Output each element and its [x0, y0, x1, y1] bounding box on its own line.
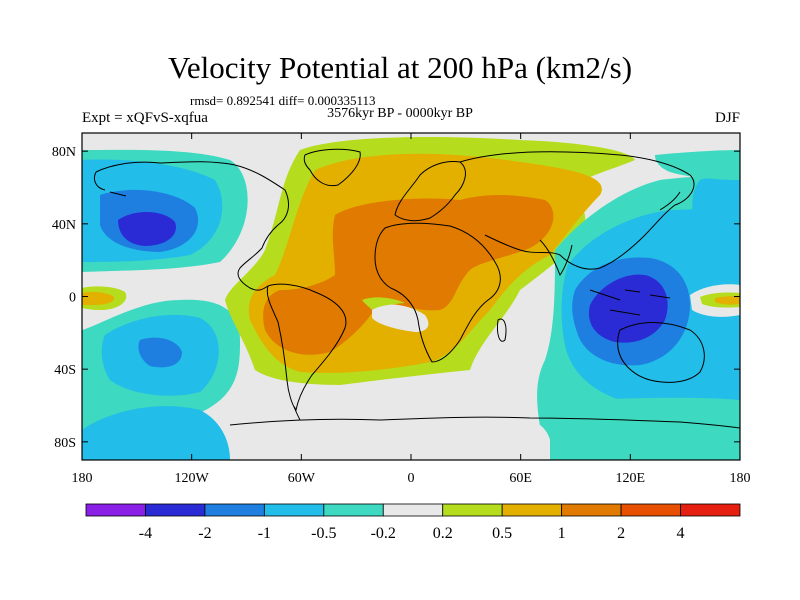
coast-asia: [459, 151, 695, 270]
experiment-label: Expt = xQFvS-xqfua: [82, 110, 208, 126]
longitude-axis: 180 120W 60W 0 60E 120E 180: [72, 133, 751, 486]
legend-label: -0.5: [311, 525, 336, 542]
lon-tick-label: 0: [408, 471, 415, 486]
legend-label: 0.2: [433, 525, 453, 542]
contour-southern-ocean: [545, 397, 740, 460]
contour-indopac-2: [588, 274, 668, 343]
coast-indonesia: [589, 289, 671, 316]
legend-swatch: [85, 503, 146, 517]
period-label: 3576kyr BP - 0000kyr BP: [327, 106, 473, 121]
legend-label: 1: [558, 525, 566, 542]
stats-line: rmsd= 0.892541 diff= 0.000335113: [190, 93, 376, 108]
coast-antarctic-peninsula: [293, 406, 301, 421]
coast-madagascar: [497, 318, 507, 342]
lon-tick-label: 120E: [616, 471, 646, 486]
legend-swatch: [501, 503, 563, 517]
lon-tick-label: 60E: [509, 471, 532, 486]
contour-south-zero: [230, 408, 550, 460]
legend-swatch: [382, 503, 444, 517]
coast-japan: [659, 191, 681, 211]
contour-npac-east: [692, 175, 740, 250]
contour-pacific-sw: [82, 406, 230, 460]
legend-label: -0.2: [371, 525, 396, 542]
legend-label: -4: [139, 525, 152, 542]
lon-tick-label: 180: [72, 471, 93, 486]
legend-swatch: [204, 503, 265, 517]
coast-north-america: [95, 161, 289, 291]
contour-pacific-equator-2: [82, 292, 115, 305]
map-title: Velocity Potential at 200 hPa (km2/s): [167, 50, 633, 85]
legend-swatch: [680, 503, 741, 517]
contour-field: [82, 133, 740, 460]
lon-tick-label: 60W: [288, 471, 316, 486]
coast-alaska: [93, 171, 127, 197]
legend-swatch: [442, 503, 503, 517]
coast-greenland: [303, 148, 361, 187]
coast-south-america: [266, 283, 347, 412]
contour-pacific-west-4: [118, 211, 176, 246]
legend-label: 2: [617, 525, 625, 542]
coastlines: [93, 148, 740, 429]
legend-label: 4: [677, 525, 685, 542]
legend-label: -2: [198, 525, 211, 542]
contour-indopac-east-3: [715, 296, 740, 305]
contour-positive-1: [263, 195, 554, 355]
legend-swatch: [145, 503, 206, 517]
lat-tick-label: 40S: [54, 363, 76, 378]
color-legend: -4 -2 -1 -0.5 -0.2 0.2 0.5 1 2 4: [85, 503, 741, 542]
lat-tick-label: 40N: [52, 218, 76, 233]
lat-tick-label: 0: [69, 291, 76, 306]
coast-europe: [394, 161, 466, 222]
coast-antarctica: [229, 416, 740, 429]
coast-africa: [374, 222, 501, 363]
legend-swatch: [620, 503, 681, 517]
legend-swatch: [263, 503, 325, 517]
legend-swatch: [323, 503, 384, 517]
lon-tick-label: 120W: [175, 471, 210, 486]
season-label: DJF: [714, 110, 740, 126]
lat-tick-label: 80S: [54, 436, 76, 451]
lon-tick-label: 180: [730, 471, 751, 486]
contour-pacific-south-3: [138, 337, 182, 368]
legend-label: 0.5: [492, 525, 512, 542]
coast-india: [539, 239, 573, 277]
coast-australia: [617, 322, 705, 383]
legend-swatch: [561, 503, 622, 517]
contour-atlantic-hole-ring: [362, 297, 405, 310]
legend-label: -1: [258, 525, 271, 542]
contour-atlantic-hole: [372, 304, 429, 332]
contour-npac-east-2: [655, 150, 740, 180]
latitude-axis: 80N 40N 0 40S 80S: [52, 145, 740, 451]
lat-tick-label: 80N: [52, 145, 76, 160]
